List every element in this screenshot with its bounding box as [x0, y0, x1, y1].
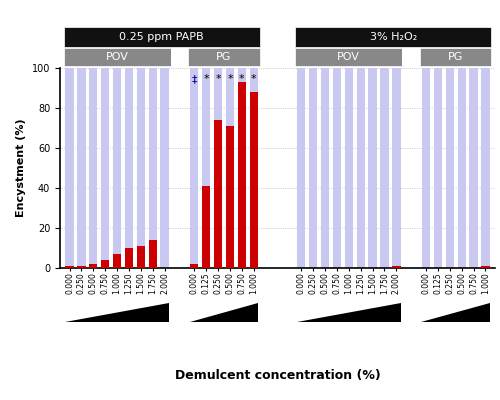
Text: *: * [204, 74, 209, 84]
Bar [89, 68, 98, 268]
Bar [297, 68, 306, 268]
Bar [66, 266, 74, 268]
Text: *: * [239, 74, 244, 84]
Text: ‡: ‡ [192, 74, 197, 84]
Text: *: * [216, 74, 221, 84]
Bar [470, 68, 478, 268]
Text: Demulcent concentration (%): Demulcent concentration (%) [174, 370, 380, 382]
Bar [333, 68, 341, 268]
Bar [392, 68, 400, 268]
Bar [202, 68, 210, 268]
Bar [250, 68, 258, 268]
Text: PG: PG [216, 52, 232, 62]
Bar [214, 120, 222, 268]
Bar [160, 68, 169, 268]
Bar [190, 264, 198, 268]
Bar [125, 68, 133, 268]
Bar [422, 68, 430, 268]
Bar [238, 82, 246, 268]
Bar [482, 68, 490, 268]
Text: POV: POV [338, 52, 360, 62]
Bar [321, 68, 329, 268]
Bar [309, 68, 318, 268]
Bar [113, 254, 121, 268]
Bar [434, 68, 442, 268]
Text: POV: POV [106, 52, 128, 62]
Text: PG: PG [448, 52, 464, 62]
Bar [113, 68, 121, 268]
Bar [250, 92, 258, 268]
Bar [125, 248, 133, 268]
Bar [89, 264, 98, 268]
Bar [344, 68, 353, 268]
Bar [66, 68, 74, 268]
Bar [238, 68, 246, 268]
Bar [101, 68, 110, 268]
Bar [392, 266, 400, 268]
Text: 0.25 ppm PAPB: 0.25 ppm PAPB [120, 32, 204, 42]
Bar [356, 68, 365, 268]
Bar [214, 68, 222, 268]
Bar [226, 68, 234, 268]
Bar [148, 68, 157, 268]
Bar [368, 68, 376, 268]
Text: 3% H₂O₂: 3% H₂O₂ [370, 32, 417, 42]
Bar [190, 68, 198, 268]
Text: *: * [227, 74, 233, 84]
Y-axis label: Encystment (%): Encystment (%) [16, 119, 26, 217]
Bar [226, 126, 234, 268]
Bar [136, 246, 145, 268]
Bar [148, 240, 157, 268]
Bar [77, 68, 86, 268]
Text: *: * [251, 74, 256, 84]
Bar [482, 266, 490, 268]
Bar [458, 68, 466, 268]
Bar [136, 68, 145, 268]
Bar [446, 68, 454, 268]
Bar [380, 68, 388, 268]
Bar [77, 266, 86, 268]
Bar [101, 260, 110, 268]
Bar [202, 186, 210, 268]
